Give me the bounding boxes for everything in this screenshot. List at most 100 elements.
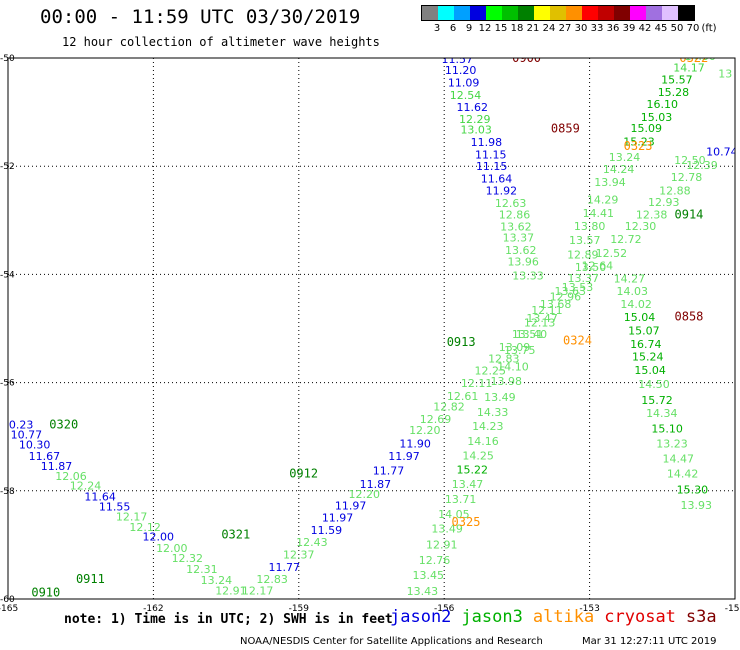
wave-height-value: 12.89 <box>567 249 599 262</box>
wave-height-value: 10.23 <box>2 419 34 432</box>
pass-time-label: 0911 <box>76 572 105 586</box>
color-scale-label: 70 <box>686 23 700 34</box>
wave-height-value: 16.74 <box>630 338 662 351</box>
wave-height-value: 12.06 <box>55 470 87 483</box>
color-scale-label: 9 <box>465 23 473 34</box>
wave-height-value: 10.74 <box>706 145 738 158</box>
plot-frame <box>7 57 736 600</box>
color-scale-label: 36 <box>606 23 620 34</box>
wave-height-value: 12.69 <box>420 413 452 426</box>
wave-height-value: 11.09 <box>448 77 480 90</box>
wave-height-value: 12.37 <box>283 548 315 561</box>
wave-height-value: 12.52 <box>596 247 628 260</box>
wave-height-value: 12.91 <box>426 539 458 552</box>
color-swatch <box>534 6 550 20</box>
wave-height-value: 12.63 <box>495 197 527 210</box>
wave-height-value: 13.47 <box>452 478 484 491</box>
wave-height-value: 14.10 <box>497 361 529 374</box>
pass-time-label: 0320 <box>49 418 78 432</box>
wave-height-value: 12.43 <box>296 536 328 549</box>
wave-height-value: 11.87 <box>41 460 73 473</box>
color-swatch <box>566 6 582 20</box>
wave-height-value: 12.12 <box>129 521 161 534</box>
wave-height-value: 13.09 <box>499 341 531 354</box>
color-scale-label: 30 <box>574 23 588 34</box>
color-scale-label: 42 <box>638 23 652 34</box>
color-swatch <box>598 6 614 20</box>
wave-height-value: 15.04 <box>634 364 666 377</box>
chart-title: 00:00 - 11:59 UTC 03/30/2019 <box>40 6 361 28</box>
x-tick-label: -162 <box>143 604 163 614</box>
wave-height-value: 14.47 <box>663 453 695 466</box>
color-scale-label: (ft) <box>701 23 717 34</box>
wave-height-value: 11.77 <box>269 561 301 574</box>
x-tick-label: -159 <box>289 604 310 614</box>
wave-height-value: 14.34 <box>646 407 678 420</box>
wave-height-value: 10.77 <box>11 428 43 441</box>
wave-height-value: 11.87 <box>360 478 392 491</box>
wave-height-value: 11.15 <box>475 149 507 162</box>
wave-height-value: 12.38 <box>636 209 668 222</box>
satellite-legend-item: s3a <box>685 607 717 627</box>
color-scale-label: 24 <box>542 23 556 34</box>
x-tick-label: -156 <box>434 604 455 614</box>
wave-height-value: 12.39 <box>686 159 718 172</box>
wave-height-value: 12.78 <box>671 171 703 184</box>
x-tick-label: -150 <box>725 604 740 614</box>
wave-height-value: 13.93 <box>680 499 712 512</box>
wave-height-value: 15.23 <box>623 136 655 149</box>
wave-height-value: 12.17 <box>116 511 148 524</box>
color-swatch <box>662 6 678 20</box>
wave-height-value: 13.57 <box>569 234 601 247</box>
pass-time-label: 0858 <box>675 309 704 323</box>
color-swatch <box>582 6 598 20</box>
wave-height-value: 14.17 <box>673 62 705 75</box>
wave-height-value: 14.27 <box>614 273 646 286</box>
generated-timestamp: Mar 31 12:27:11 UTC 2019 <box>582 636 717 647</box>
chart-subtitle: 12 hour collection of altimeter wave hei… <box>62 35 380 49</box>
color-swatch <box>518 6 534 20</box>
satellite-legend-item: jason3 <box>461 607 523 627</box>
wave-height-value: 13.47 <box>526 312 558 325</box>
wave-height-value: 14.33 <box>477 406 509 419</box>
pass-time-label: 0912 <box>289 466 318 480</box>
wave-height-value: 14.50 <box>638 378 670 391</box>
wave-height-value: 12.13 <box>524 316 556 329</box>
wave-height-value: 12.29 <box>459 113 491 126</box>
wave-height-value: 12.54 <box>450 89 482 102</box>
wave-height-value: 15.10 <box>651 422 683 435</box>
wave-height-value: 12.83 <box>256 573 288 586</box>
color-scale-label: 15 <box>494 23 508 34</box>
color-scale-label: 33 <box>590 23 604 34</box>
wave-height-value: 13.68 <box>540 298 572 311</box>
color-scale-label: 45 <box>654 23 668 34</box>
wave-height-value: 16.10 <box>647 98 679 111</box>
satellite-legend: jason2 jason3 altika cryosat s3a <box>390 607 717 627</box>
wave-height-value: 14.42 <box>667 467 699 480</box>
color-scale-label: 21 <box>526 23 540 34</box>
wave-height-value: 15.28 <box>658 86 690 99</box>
wave-height-value: 15.07 <box>628 324 660 337</box>
color-swatch <box>422 6 438 20</box>
wave-height-value: 12.32 <box>172 552 204 565</box>
wave-height-value: 13.43 <box>407 585 439 598</box>
satellite-legend-item: altika <box>532 607 595 627</box>
wave-height-value: 14.25 <box>462 449 494 462</box>
wave-height-value: 12.24 <box>70 480 102 493</box>
wave-height-value: 13.96 <box>507 256 539 269</box>
wave-height-value: 13.03 <box>460 124 492 137</box>
pass-time-label: 0321 <box>221 527 250 541</box>
color-swatch <box>438 6 454 20</box>
y-tick-label: -50 <box>0 54 15 64</box>
color-scale-swatches <box>421 5 695 21</box>
wave-height-value: 14.02 <box>620 298 652 311</box>
wave-height-value: 13.98 <box>490 375 522 388</box>
wave-height-value: 10.30 <box>19 439 51 452</box>
wave-height-value: 12.00 <box>156 542 188 555</box>
satellite-legend-item: jason2 <box>390 607 452 627</box>
wave-height-value: 12.20 <box>348 488 380 501</box>
wave-height-value: 13.75 <box>504 344 536 357</box>
wave-height-value: 15.57 <box>661 73 693 86</box>
wave-height-value: 12.86 <box>499 209 531 222</box>
